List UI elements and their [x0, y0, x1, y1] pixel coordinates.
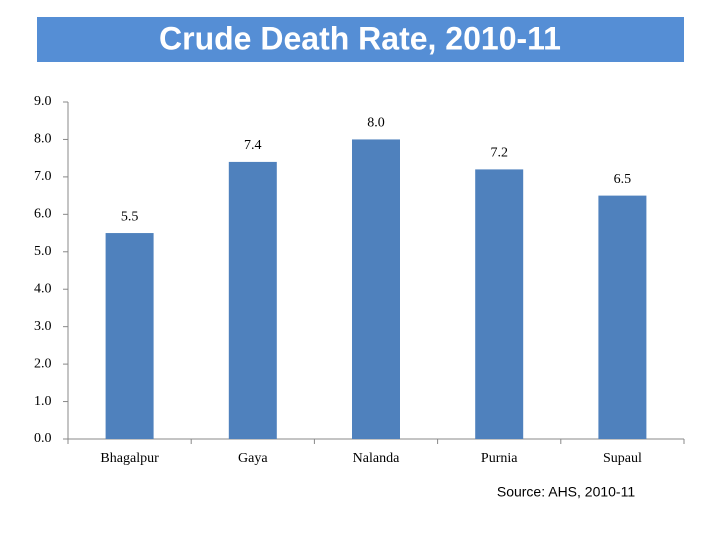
bar: [228, 161, 277, 439]
bar: [352, 139, 400, 439]
y-tick-label: 1.0: [34, 394, 52, 409]
bar: [105, 233, 154, 439]
x-tick-label: Supaul: [603, 451, 642, 466]
x-tick-label: Bhagalpur: [100, 451, 159, 466]
y-tick-label: 3.0: [34, 319, 52, 334]
bar: [598, 195, 647, 439]
data-label: 5.5: [121, 209, 139, 224]
y-tick-label: 8.0: [34, 132, 52, 147]
x-tick-label: Gaya: [238, 451, 268, 466]
data-label: 7.4: [244, 138, 262, 153]
title-banner: [37, 17, 684, 62]
data-label: 6.5: [614, 172, 632, 187]
x-tick-label: Purnia: [481, 451, 518, 466]
data-label: 7.2: [490, 146, 508, 161]
x-tick-label: Nalanda: [353, 451, 400, 466]
y-tick-label: 9.0: [34, 94, 52, 109]
bar: [475, 169, 524, 439]
source-note: Source: AHS, 2010-11: [497, 484, 635, 500]
chart-title: Crude Death Rate, 2010-11: [159, 20, 561, 56]
y-tick-label: 0.0: [34, 431, 52, 446]
y-tick-label: 6.0: [34, 207, 52, 222]
data-label: 8.0: [367, 116, 385, 131]
y-tick-label: 5.0: [34, 244, 52, 259]
y-tick-label: 7.0: [34, 169, 52, 184]
y-tick-label: 4.0: [34, 281, 52, 296]
y-tick-label: 2.0: [34, 356, 52, 371]
